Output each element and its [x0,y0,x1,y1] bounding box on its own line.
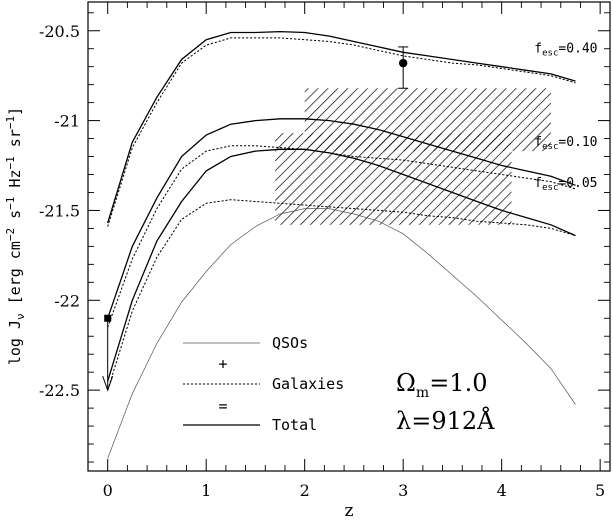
fesc-value: =0.10 [558,135,597,150]
y-axis-label-part: log J [6,320,24,365]
legend-equals: = [218,397,227,415]
omega-symbol: Ω [396,369,416,397]
total-line-2 [107,118,576,319]
y-axis-label-part: ] [6,107,24,116]
y-axis-label: log Jν [erg cm−2 s−1 Hz−1 sr−1] [4,107,27,365]
x-tick-label: 5 [595,481,605,500]
y-axis-label-part: Hz [6,169,24,196]
x-axis-label: z [345,501,354,521]
y-tick-label: -22.5 [39,381,80,400]
y-tick-label: -21 [54,112,80,131]
y-tick-label: -20.5 [39,22,80,41]
fesc-label: fesc=0.05 [534,176,597,193]
plot-frame [87,1,611,472]
y-axis-label-part: sr [6,129,24,156]
legend-total-label: Total [272,416,317,434]
galaxies-line-3 [107,199,576,391]
data-point-circle [398,58,408,68]
legend: QSOs + Galaxies = Total [183,334,344,434]
x-tick-label: 2 [300,481,310,500]
lambda-annotation: λ=912Å [396,406,495,435]
fesc-subscript: esc [542,142,558,152]
y-axis-label-part: −1 [4,156,17,169]
curves [107,30,576,459]
fesc-symbol: f [534,176,542,191]
fesc-value: =0.40 [558,41,597,56]
x-tick-label: 4 [497,481,507,500]
fesc-label: fesc=0.40 [534,41,597,58]
hatched-region-2 [275,133,512,225]
x-tick-label: 3 [398,481,408,500]
y-axis-label-part: ν [14,313,27,320]
legend-qso-label: QSOs [272,334,308,352]
y-tick-label: -21.5 [39,201,80,220]
qso-line [107,208,576,459]
fesc-value: =0.05 [558,176,597,191]
fesc-label: fesc=0.10 [534,135,597,152]
y-tick-label: -22 [54,291,80,310]
axis-ticks: 0 1 2 3 4 5 -20.5 -21 -21.5 -22 -22.5 [39,2,610,500]
galaxies-line-1 [107,37,576,227]
y-axis-label-part: s [6,210,24,228]
fesc-subscript: esc [542,183,558,193]
y-axis-label-part: [erg cm [6,241,24,313]
legend-plus: + [218,355,227,373]
fesc-subscript: esc [542,48,558,58]
total-line-3 [107,148,576,382]
omega-subscript: m [416,385,429,401]
data-points [102,46,409,392]
y-axis-label-part: −1 [4,116,17,129]
x-tick-label: 0 [103,481,113,500]
galaxies-line-2 [107,145,576,328]
y-axis-label-part: −2 [4,228,17,241]
fesc-symbol: f [534,135,542,150]
x-tick-label: 1 [201,481,211,500]
y-axis-label-part: −1 [4,197,17,210]
total-line-1 [107,30,576,224]
upper-limit-arrow [102,375,114,392]
omega-annotation: Ωm=1.0 [396,369,487,401]
hatched-regions [275,88,551,225]
omega-value: =1.0 [429,369,487,397]
legend-galaxies-label: Galaxies [272,375,344,393]
fesc-symbol: f [534,41,542,56]
